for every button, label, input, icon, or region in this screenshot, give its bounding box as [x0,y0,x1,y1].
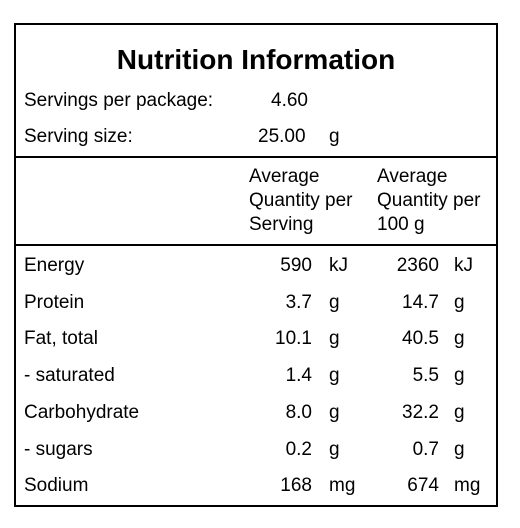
per100g-value: 5.5 [412,365,439,386]
serving-unit: g [329,365,340,386]
divider-top [16,156,496,158]
per100g-value: 674 [407,475,439,496]
per100g-value: 14.7 [402,292,439,313]
serving-unit: g [329,439,340,460]
serving-unit: g [329,402,340,423]
nutrient-label: Energy [24,255,85,276]
header-per-serving-line2: Quantity per [249,190,353,211]
serving-unit: mg [329,475,356,496]
nutrient-label: Fat, total [24,328,98,349]
servings-label: Servings per package: [24,90,214,111]
nutrition-panel: Nutrition Information Servings per packa… [14,23,498,507]
divider-header [16,244,496,246]
header-per100g-line1: Average [377,166,448,187]
serving-unit: kJ [329,255,348,276]
serving-unit: g [329,328,340,349]
per100g-value: 2360 [396,255,439,276]
header-per100g-line3: 100 g [377,214,425,235]
nutrient-label: Carbohydrate [24,402,140,423]
per100g-unit: mg [454,475,481,496]
per100g-unit: g [454,328,465,349]
serving-size-unit: g [329,126,340,147]
serving-value: 0.2 [285,439,312,460]
serving-value: 168 [280,475,312,496]
nutrient-label: Sodium [24,475,89,496]
panel-title: Nutrition Information [116,44,396,75]
serving-value: 590 [280,255,312,276]
header-per100g-line2: Quantity per [377,190,481,211]
per100g-unit: kJ [454,255,473,276]
per100g-unit: g [454,439,465,460]
per100g-unit: g [454,292,465,313]
nutrient-label: Protein [24,292,85,313]
serving-value: 1.4 [285,365,312,386]
header-per-serving-line1: Average [249,166,320,187]
per100g-unit: g [454,402,465,423]
nutrient-label: - saturated [24,365,115,386]
per100g-value: 40.5 [402,328,439,349]
header-per-serving-line3: Serving [249,214,314,235]
nutrient-label: - sugars [24,439,93,460]
per100g-value: 32.2 [402,402,439,423]
serving-value: 8.0 [285,402,312,423]
per100g-value: 0.7 [412,439,439,460]
serving-size-label: Serving size: [24,126,133,147]
serving-unit: g [329,292,340,313]
per100g-unit: g [454,365,465,386]
serving-value: 10.1 [275,328,312,349]
serving-value: 3.7 [285,292,312,313]
serving-size-value: 25.00 [258,126,306,147]
servings-value: 4.60 [271,90,308,111]
